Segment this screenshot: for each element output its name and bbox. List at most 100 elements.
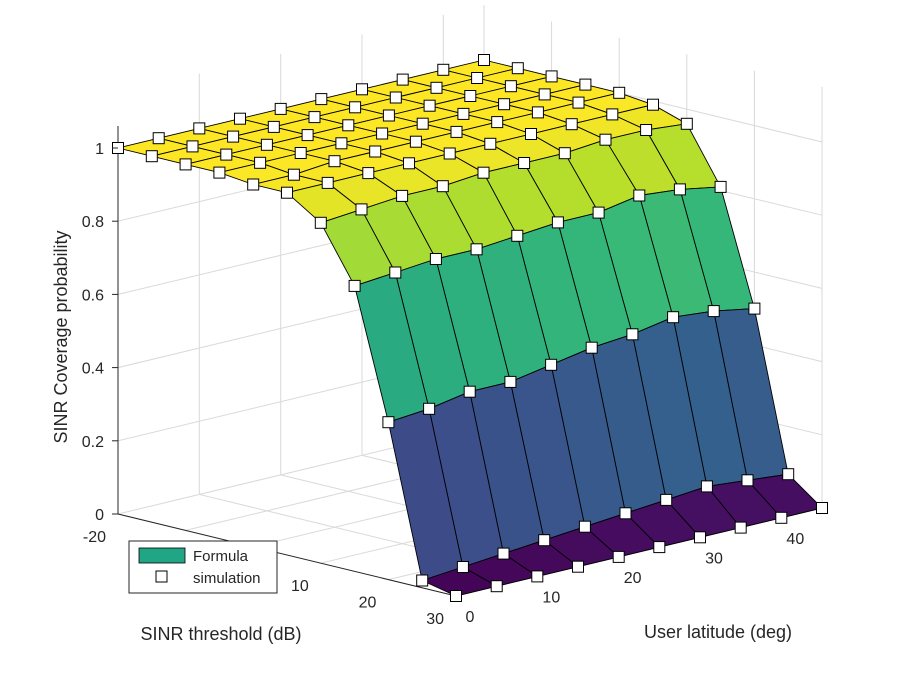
simulation-marker bbox=[315, 93, 328, 106]
simulation-marker bbox=[478, 54, 490, 66]
simulation-marker bbox=[497, 547, 510, 560]
y-tick-label: 0 bbox=[466, 609, 475, 626]
y-tick-label: 30 bbox=[705, 550, 723, 567]
simulation-marker bbox=[348, 279, 361, 292]
simulation-marker bbox=[234, 112, 246, 125]
simulation-marker bbox=[382, 109, 395, 122]
simulation-marker bbox=[423, 99, 436, 112]
simulation-marker bbox=[430, 81, 443, 94]
simulation-marker bbox=[450, 125, 463, 138]
simulation-marker bbox=[471, 72, 484, 84]
simulation-marker bbox=[220, 148, 233, 161]
z-tick-label: 0.8 bbox=[82, 214, 104, 231]
simulation-marker bbox=[193, 122, 206, 135]
simulation-marker bbox=[572, 560, 584, 573]
simulation-marker bbox=[179, 158, 192, 171]
simulation-marker bbox=[429, 253, 442, 265]
simulation-marker bbox=[734, 521, 747, 534]
y-tick-label: 10 bbox=[542, 589, 560, 606]
tick-labels: 0 0.2 0.4 0.6 0.8 1 -20 10 20 30 0 10 20 30 40 bbox=[82, 141, 805, 628]
simulation-marker bbox=[301, 129, 314, 142]
simulation-marker bbox=[457, 107, 470, 120]
simulation-marker bbox=[606, 108, 619, 121]
simulation-marker bbox=[700, 480, 713, 493]
y-axis-label: User latitude (deg) bbox=[644, 622, 792, 642]
z-tick-label: 0.4 bbox=[82, 361, 104, 378]
simulation-marker bbox=[376, 127, 389, 140]
simulation-marker bbox=[437, 63, 450, 76]
simulation-marker bbox=[267, 120, 280, 133]
legend-simulation-marker bbox=[155, 570, 168, 583]
simulation-marker bbox=[558, 147, 571, 160]
simulation-marker bbox=[152, 132, 165, 145]
simulation-marker bbox=[531, 106, 544, 119]
simulation-marker bbox=[416, 117, 429, 130]
simulation-marker bbox=[599, 133, 612, 146]
simulation-marker bbox=[396, 73, 409, 86]
simulation-marker bbox=[572, 96, 585, 109]
simulation-marker bbox=[274, 102, 287, 115]
simulation-marker bbox=[342, 119, 355, 132]
y-tick-label: 40 bbox=[786, 531, 804, 548]
formula-surface bbox=[117, 59, 823, 597]
simulation-marker bbox=[619, 507, 632, 520]
legend-simulation-label: simulation bbox=[193, 570, 261, 587]
legend-formula-swatch bbox=[138, 547, 186, 564]
simulation-marker bbox=[518, 157, 531, 169]
simulation-marker bbox=[389, 91, 402, 104]
simulation-marker bbox=[450, 590, 462, 602]
legend-formula-label: Formula bbox=[193, 548, 249, 565]
simulation-marker bbox=[281, 186, 293, 199]
simulation-marker bbox=[355, 203, 368, 216]
simulation-marker bbox=[213, 166, 226, 179]
simulation-marker bbox=[403, 157, 415, 170]
simulation-marker bbox=[396, 189, 409, 202]
simulation-marker bbox=[362, 167, 375, 180]
simulation-marker bbox=[456, 561, 469, 573]
simulation-marker bbox=[314, 216, 327, 229]
simulation-marker bbox=[464, 90, 477, 102]
z-axis-label: SINR Coverage probability bbox=[51, 230, 71, 443]
simulation-markers bbox=[112, 54, 828, 602]
simulation-marker bbox=[294, 147, 307, 159]
simulation-marker bbox=[545, 70, 558, 83]
simulation-marker bbox=[389, 266, 402, 279]
simulation-marker bbox=[578, 520, 591, 533]
x-axis-label: SINR threshold (dB) bbox=[140, 624, 301, 644]
simulation-marker bbox=[321, 176, 334, 189]
simulation-marker bbox=[416, 574, 429, 587]
simulation-marker bbox=[335, 137, 348, 150]
x-tick-label: 20 bbox=[359, 595, 377, 612]
simulation-marker bbox=[613, 86, 626, 99]
simulation-marker bbox=[227, 130, 240, 143]
simulation-marker bbox=[504, 80, 517, 93]
z-tick-label: 0.2 bbox=[82, 434, 104, 451]
simulation-marker bbox=[260, 138, 273, 151]
simulation-marker bbox=[782, 468, 795, 481]
simulation-marker bbox=[680, 117, 693, 130]
simulation-marker bbox=[816, 502, 828, 514]
simulation-marker bbox=[145, 150, 158, 163]
simulation-marker bbox=[579, 78, 592, 91]
simulation-marker bbox=[423, 402, 436, 415]
simulation-marker bbox=[247, 178, 260, 191]
simulation-marker bbox=[667, 311, 680, 324]
simulation-marker bbox=[477, 166, 490, 179]
simulation-marker bbox=[531, 570, 544, 583]
z-tick-label: 0 bbox=[95, 507, 104, 524]
simulation-marker bbox=[538, 88, 551, 101]
simulation-marker bbox=[254, 156, 267, 169]
simulation-marker bbox=[551, 216, 564, 229]
simulation-marker bbox=[491, 116, 504, 129]
simulation-marker bbox=[775, 511, 788, 524]
simulation-marker bbox=[463, 385, 476, 398]
simulation-marker bbox=[484, 137, 497, 150]
simulation-marker bbox=[436, 180, 449, 193]
simulation-marker bbox=[328, 155, 341, 168]
simulation-marker bbox=[498, 98, 511, 111]
simulation-marker bbox=[748, 302, 761, 315]
simulation-marker bbox=[585, 341, 598, 354]
simulation-marker bbox=[525, 128, 537, 140]
simulation-marker bbox=[640, 124, 653, 136]
